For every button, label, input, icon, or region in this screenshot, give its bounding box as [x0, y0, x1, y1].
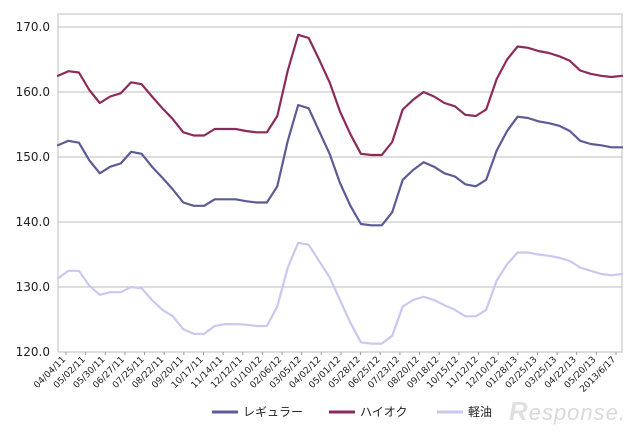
legend: レギュラー ハイオク 軽油: [212, 405, 492, 419]
gridlines: [57, 13, 623, 353]
y-tick-label: 130.0: [16, 280, 50, 294]
watermark-text: esponse.: [528, 400, 626, 425]
y-tick-label: 150.0: [16, 150, 50, 164]
y-tick-label: 120.0: [16, 345, 50, 359]
legend-label-3: 軽油: [468, 405, 492, 419]
x-axis-ticks: 04/04/1105/02/1105/30/1106/27/1107/25/11…: [32, 352, 618, 395]
y-tick-label: 170.0: [16, 20, 50, 34]
legend-label-2: ハイオク: [360, 405, 408, 419]
y-axis-ticks: 120.0 130.0 140.0 150.0 160.0 170.0: [16, 20, 50, 359]
series-lines: [56, 33, 624, 345]
watermark-logo-mark: R: [508, 396, 529, 426]
series-line-3: [56, 241, 624, 345]
response-watermark: Response.: [509, 396, 626, 427]
series-line-1: [56, 103, 624, 227]
y-tick-label: 160.0: [16, 85, 50, 99]
y-tick-label: 140.0: [16, 215, 50, 229]
legend-label-1: レギュラー: [243, 405, 303, 419]
series-line-2: [56, 33, 624, 157]
